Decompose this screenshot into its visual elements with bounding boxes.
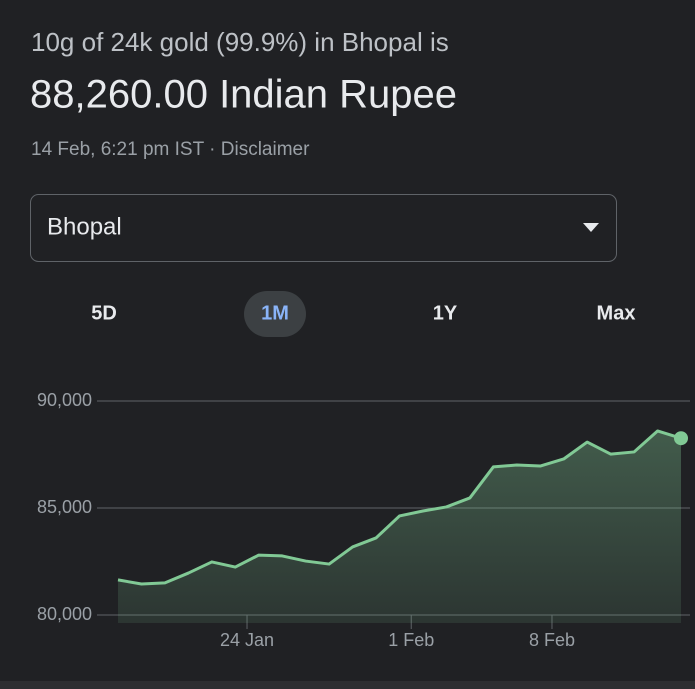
y-tick-label: 85,000 <box>37 497 92 517</box>
price-line <box>117 429 682 586</box>
disclaimer-link[interactable]: Disclaimer <box>221 139 310 160</box>
y-tick-label: 80,000 <box>37 604 92 624</box>
x-tick-label: 8 Feb <box>529 630 575 650</box>
tab[interactable]: 5D <box>91 302 117 324</box>
tab-selected[interactable]: 1M <box>261 302 289 324</box>
location-dropdown[interactable] <box>30 194 617 262</box>
bottom-edge <box>0 681 695 689</box>
title: 10g of 24k gold (99.9%) in Bhopal is <box>31 27 449 57</box>
tab[interactable]: 1Y <box>433 302 458 324</box>
time: 14 Feb, 6:21 pm IST <box>31 139 205 160</box>
selected-tab-pill <box>244 291 306 337</box>
separator: · <box>209 139 215 160</box>
x-tick-label: 1 Feb <box>388 630 434 650</box>
price: 88,260.00 Indian Rupee <box>30 73 457 117</box>
x-tick-label: 24 Jan <box>220 630 274 650</box>
dropdown-value: Bhopal <box>47 213 122 240</box>
y-tick-label: 90,000 <box>37 390 92 410</box>
timestamp: 14 Feb, 6:21 pm IST · Disclaimer <box>31 139 310 160</box>
last-point <box>674 431 688 446</box>
dropdown-arrow[interactable] <box>583 223 599 232</box>
tab[interactable]: Max <box>597 302 636 324</box>
area-fill <box>118 430 681 623</box>
